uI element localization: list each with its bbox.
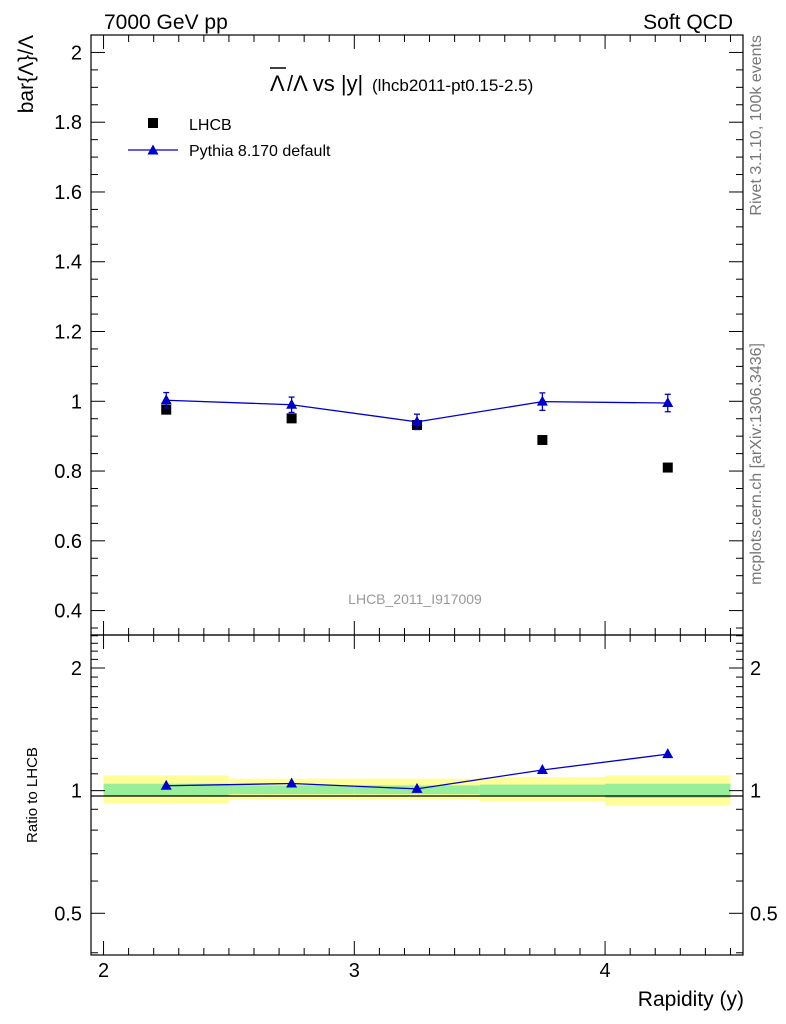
main-y-tick-label: 2 — [71, 42, 82, 64]
main-y-tick-label: 0.4 — [54, 601, 82, 623]
ratio-y-tick-label-right: 1 — [750, 781, 761, 803]
ratio-y-tick-label: 2 — [71, 658, 82, 680]
mc-point — [160, 394, 172, 405]
plot-title: Λ /Λ vs |y| (lhcb2011-pt0.15-2.5) — [270, 67, 533, 96]
mcplots-info-label: mcplots.cern.ch [arXiv:1306.3436] — [748, 343, 765, 585]
main-y-tick-label: 1 — [71, 391, 82, 413]
plot-title-main: /Λ vs |y| — [287, 71, 363, 96]
ratio-y-axis-label: Ratio to LHCB — [24, 747, 41, 843]
mc-point — [662, 397, 674, 408]
ratio-mc-point — [286, 777, 298, 788]
main-y-tick-label: 1.6 — [54, 182, 82, 204]
legend-label-mc: Pythia 8.170 default — [189, 143, 331, 160]
main-y-tick-label: 1.4 — [54, 252, 82, 274]
ratio-mc-point — [536, 763, 548, 774]
main-x-ticks — [103, 35, 731, 635]
plot-title-tag: (lhcb2011-pt0.15-2.5) — [372, 76, 533, 95]
ratio-plot-panel: 0.5 0.5 1 1 2 2 2 3 4 Ratio to LHCB Rapidity (y… — [24, 634, 778, 1011]
ratio-mc-point — [662, 748, 674, 759]
rivet-info-label: Rivet 3.1.10, 100k events — [748, 35, 765, 216]
ratio-data-marks — [160, 748, 674, 793]
analysis-watermark: LHCB_2011_I917009 — [348, 591, 482, 607]
main-y-tick-label: 1.2 — [54, 322, 82, 344]
ratio-y-axis: 0.5 0.5 1 1 2 2 — [54, 635, 778, 954]
data-point — [286, 413, 297, 424]
legend-marker-data — [148, 118, 158, 128]
ratio-plot-frame — [90, 634, 744, 956]
mc-point — [411, 415, 423, 426]
ratio-y-tick-label-right: 0.5 — [750, 903, 778, 925]
ratio-inner-band — [605, 783, 731, 798]
main-y-axis: 0.4 0.6 0.8 1 1.2 1.4 1.6 1.8 2 — [54, 42, 743, 629]
mc-point — [536, 395, 548, 406]
ratio-x-axis: 2 3 4 — [98, 635, 731, 982]
ratio-y-tick-label: 0.5 — [54, 903, 82, 925]
x-axis-label: Rapidity (y) — [638, 988, 744, 1011]
ratio-inner-band — [479, 784, 606, 796]
main-plot-panel: 0.4 0.6 0.8 1 1.2 1.4 1.6 1.8 2 bar{Λ}/Λ Λ /Λ vs… — [15, 34, 744, 636]
mc-point — [286, 398, 298, 409]
ratio-y-tick-label: 1 — [71, 781, 82, 803]
main-y-tick-label: 0.6 — [54, 531, 82, 553]
main-y-axis-label: bar{Λ}/Λ — [15, 35, 38, 113]
ratio-inner-band — [228, 785, 355, 795]
x-tick-label: 3 — [349, 960, 360, 982]
main-y-tick-label: 0.8 — [54, 461, 82, 483]
x-tick-label: 2 — [98, 960, 109, 982]
data-point — [537, 435, 548, 445]
header-energy-label: 7000 GeV pp — [104, 11, 228, 34]
main-y-tick-label: 1.8 — [54, 112, 82, 134]
data-point — [161, 404, 172, 415]
legend: LHCB Pythia 8.170 default — [128, 117, 331, 160]
ratio-inner-band — [103, 783, 229, 797]
ratio-mc-point — [160, 779, 172, 790]
legend-label-data: LHCB — [189, 117, 232, 134]
x-tick-label: 4 — [600, 960, 611, 982]
plot-title-lambdabar: Λ — [270, 71, 285, 96]
data-point — [662, 462, 673, 473]
header-process-label: Soft QCD — [643, 11, 733, 34]
ratio-y-tick-label-right: 2 — [750, 658, 761, 680]
main-data-marks — [160, 391, 674, 473]
legend-marker-mc — [147, 144, 159, 155]
ratio-mc-point — [411, 782, 423, 793]
